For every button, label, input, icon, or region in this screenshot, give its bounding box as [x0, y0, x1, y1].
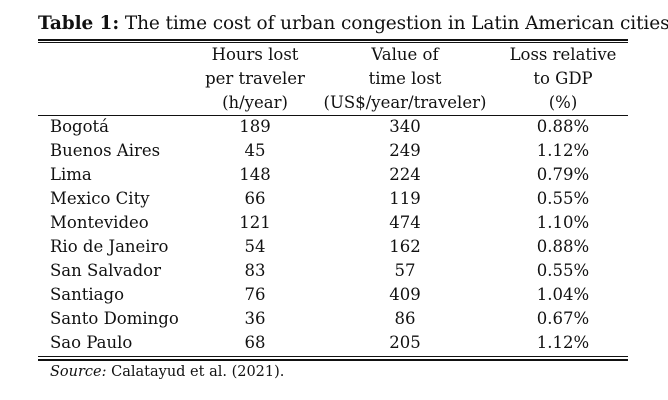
hours-lost-value: 68: [244, 333, 266, 352]
loss-gdp-value: 0.88%: [536, 237, 590, 256]
hours-lost-value: 121: [239, 213, 271, 232]
city-name: Lima: [50, 165, 92, 184]
table-row: Lima 148 224 0.79%: [38, 163, 628, 187]
table-row: Santiago 76 409 1.04%: [38, 283, 628, 307]
hours-lost-value: 36: [244, 309, 266, 328]
city-name: Rio de Janeiro: [50, 237, 169, 256]
hours-lost-value: 54: [244, 237, 266, 256]
header-value-line-1: Value of: [371, 45, 439, 64]
header-value-line-3: (US$/year/traveler): [323, 93, 487, 112]
city-name: Sao Paulo: [50, 333, 133, 352]
city-name: Santo Domingo: [50, 309, 179, 328]
bottom-rule-2: [38, 359, 628, 361]
value-time-lost-value: 474: [389, 213, 421, 232]
bottom-rule-1: [38, 356, 628, 357]
table-row: Montevideo 121 474 1.10%: [38, 211, 628, 235]
hours-lost-value: 189: [239, 117, 271, 136]
value-time-lost-value: 224: [389, 165, 421, 184]
city-name: Bogotá: [50, 117, 110, 136]
source-text: Calatayud et al. (2021).: [111, 364, 285, 380]
value-time-lost-value: 86: [394, 309, 416, 328]
header-gdp-line-2: to GDP: [533, 69, 593, 88]
loss-gdp-value: 0.79%: [536, 165, 590, 184]
table-row: San Salvador 83 57 0.55%: [38, 259, 628, 283]
header-hours-line-3: (h/year): [222, 93, 288, 112]
loss-gdp-value: 0.55%: [536, 189, 590, 208]
value-time-lost-value: 409: [389, 285, 421, 304]
value-time-lost-value: 119: [389, 189, 421, 208]
hours-lost-value: 66: [244, 189, 266, 208]
value-time-lost-value: 162: [389, 237, 421, 256]
caption-label: Table 1:: [38, 13, 120, 34]
city-name: Santiago: [50, 285, 125, 304]
hours-lost-value: 83: [244, 261, 266, 280]
table-row: Sao Paulo 68 205 1.12%: [38, 331, 628, 355]
hours-lost-value: 148: [239, 165, 271, 184]
city-name: Montevideo: [50, 213, 149, 232]
header-value-time-lost: Value of time lost (US$/year/traveler): [315, 43, 495, 115]
hours-lost-value: 76: [244, 285, 266, 304]
hours-lost-value: 45: [244, 141, 266, 160]
table-row: Rio de Janeiro 54 162 0.88%: [38, 235, 628, 259]
city-name: Mexico City: [50, 189, 150, 208]
value-time-lost-value: 249: [389, 141, 421, 160]
table-row: Santo Domingo 36 86 0.67%: [38, 307, 628, 331]
header-hours-line-1: Hours lost: [211, 45, 299, 64]
top-rule-2: [38, 42, 628, 43]
header-loss-gdp: Loss relative to GDP (%): [498, 43, 628, 115]
value-time-lost-value: 340: [389, 117, 421, 136]
source-label: Source:: [50, 364, 107, 380]
header-hours-line-2: per traveler: [205, 69, 305, 88]
table-caption: Table 1: The time cost of urban congesti…: [38, 13, 668, 34]
loss-gdp-value: 0.88%: [536, 117, 590, 136]
table-row: Bogotá 189 340 0.88%: [38, 115, 628, 139]
header-gdp-line-1: Loss relative: [509, 45, 617, 64]
loss-gdp-value: 1.12%: [536, 141, 590, 160]
header-rule: [38, 115, 628, 116]
table-source-note: Source: Calatayud et al. (2021).: [50, 364, 284, 380]
loss-gdp-value: 1.04%: [536, 285, 590, 304]
top-rule-1: [38, 39, 628, 41]
header-gdp-line-3: (%): [548, 93, 578, 112]
loss-gdp-value: 0.55%: [536, 261, 590, 280]
header-value-line-2: time lost: [368, 69, 442, 88]
city-name: Buenos Aires: [50, 141, 161, 160]
value-time-lost-value: 57: [394, 261, 416, 280]
table-row: Mexico City 66 119 0.55%: [38, 187, 628, 211]
loss-gdp-value: 1.12%: [536, 333, 590, 352]
table-row: Buenos Aires 45 249 1.12%: [38, 139, 628, 163]
loss-gdp-value: 1.10%: [536, 213, 590, 232]
city-name: San Salvador: [50, 261, 161, 280]
caption-text: The time cost of urban congestion in Lat…: [124, 13, 668, 34]
header-hours-lost: Hours lost per traveler (h/year): [190, 43, 320, 115]
value-time-lost-value: 205: [389, 333, 421, 352]
loss-gdp-value: 0.67%: [536, 309, 590, 328]
